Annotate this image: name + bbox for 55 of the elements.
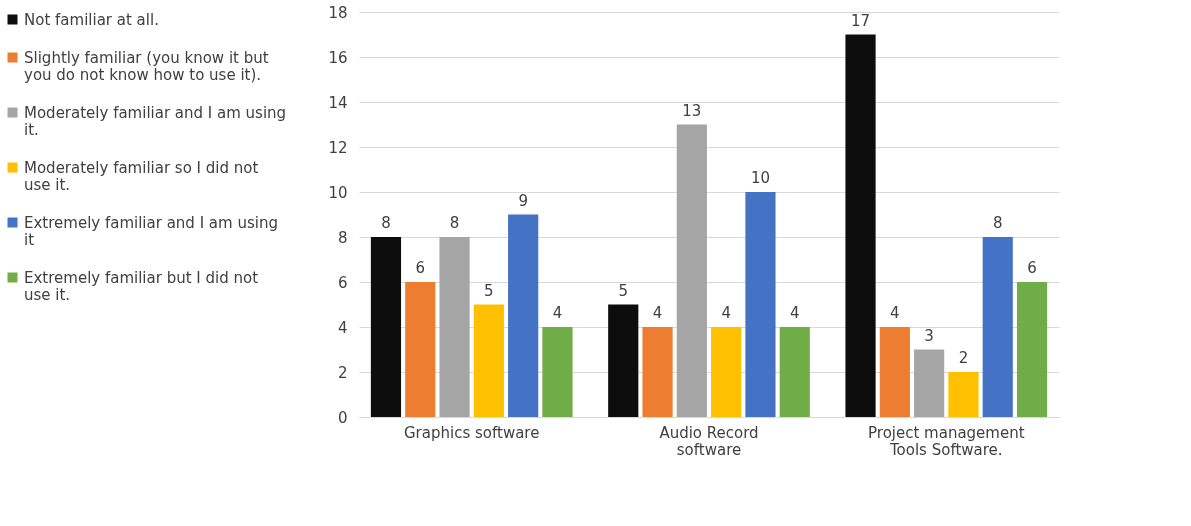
y-tick-label: 18 (328, 3, 348, 22)
bar (845, 34, 876, 417)
legend-label: Moderately familiar and I am using it. (24, 103, 287, 139)
bar (508, 214, 539, 417)
y-tick-label: 14 (328, 93, 348, 112)
y-tick-label: 10 (328, 183, 348, 202)
data-label: 3 (924, 326, 934, 345)
x-tick-label: Graphics software (403, 423, 540, 442)
data-label: 10 (750, 169, 770, 187)
bar (948, 372, 979, 417)
data-label: 17 (850, 11, 871, 30)
legend-label: Extremely familiar but I did not use it. (24, 268, 259, 304)
data-label: 6 (1027, 259, 1037, 277)
bar (542, 327, 573, 417)
data-label: 5 (484, 281, 494, 300)
data-label: 13 (682, 101, 702, 120)
y-tick-label: 12 (328, 138, 348, 157)
data-label: 5 (618, 281, 629, 300)
data-label: 4 (652, 304, 663, 322)
bar (745, 192, 776, 417)
bar (642, 327, 673, 417)
data-label: 4 (890, 304, 900, 322)
y-tick-label: 4 (337, 318, 348, 337)
x-tick-label: Audio Record software (659, 423, 759, 459)
data-label: 4 (552, 304, 563, 322)
y-tick-label: 2 (337, 363, 348, 382)
bar (676, 124, 707, 417)
data-label: 8 (992, 214, 1003, 232)
bar (370, 237, 402, 417)
data-label: 4 (789, 304, 800, 322)
y-tick-label: 6 (337, 273, 348, 292)
bar (1016, 282, 1048, 417)
bar (982, 237, 1013, 417)
bar (779, 327, 810, 417)
bar (608, 304, 639, 417)
legend-label: Extremely familiar and I am using it (24, 213, 278, 249)
legend-label: Slightly familiar (you know it but you do not know how to use it). (24, 48, 269, 84)
bar (879, 327, 910, 417)
bar (439, 237, 470, 417)
y-tick-label: 16 (328, 48, 348, 67)
bar (473, 304, 504, 417)
legend-label: Moderately familiar so I did not use it. (24, 158, 259, 194)
legend-label: Not familiar at all. (24, 10, 159, 29)
bar (711, 327, 742, 417)
bar (914, 349, 945, 417)
data-label: 6 (415, 259, 426, 277)
bar (405, 282, 436, 417)
y-tick-label: 0 (337, 408, 348, 427)
data-label: 2 (958, 349, 969, 367)
x-tick-label: Project management Tools Software. (868, 423, 1025, 459)
y-tick-label: 8 (337, 228, 348, 247)
data-label: 9 (518, 191, 528, 210)
data-label: 4 (721, 304, 731, 322)
data-label: 8 (449, 214, 460, 232)
data-label: 8 (381, 214, 391, 232)
